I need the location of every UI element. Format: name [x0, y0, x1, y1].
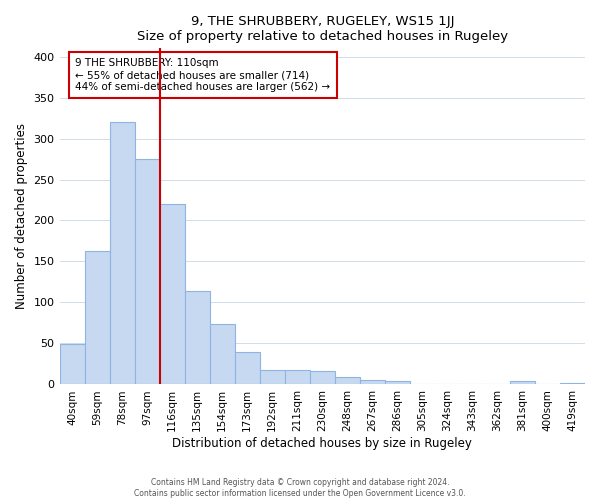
Y-axis label: Number of detached properties: Number of detached properties	[15, 124, 28, 310]
Title: 9, THE SHRUBBERY, RUGELEY, WS15 1JJ
Size of property relative to detached houses: 9, THE SHRUBBERY, RUGELEY, WS15 1JJ Size…	[137, 15, 508, 43]
Bar	[110, 122, 134, 384]
Bar	[59, 344, 85, 385]
Bar	[385, 381, 410, 384]
Bar	[85, 251, 110, 384]
Text: 9 THE SHRUBBERY: 110sqm
← 55% of detached houses are smaller (714)
44% of semi-d: 9 THE SHRUBBERY: 110sqm ← 55% of detache…	[76, 58, 331, 92]
Bar	[260, 370, 285, 384]
Bar	[235, 352, 260, 384]
Bar	[209, 324, 235, 384]
Bar	[335, 377, 360, 384]
Bar	[560, 383, 585, 384]
X-axis label: Distribution of detached houses by size in Rugeley: Distribution of detached houses by size …	[172, 437, 472, 450]
Bar	[285, 370, 310, 384]
Bar	[360, 380, 385, 384]
Bar	[160, 204, 185, 384]
Bar	[185, 291, 209, 384]
Bar	[510, 381, 535, 384]
Text: Contains HM Land Registry data © Crown copyright and database right 2024.
Contai: Contains HM Land Registry data © Crown c…	[134, 478, 466, 498]
Bar	[134, 159, 160, 384]
Bar	[310, 372, 335, 384]
